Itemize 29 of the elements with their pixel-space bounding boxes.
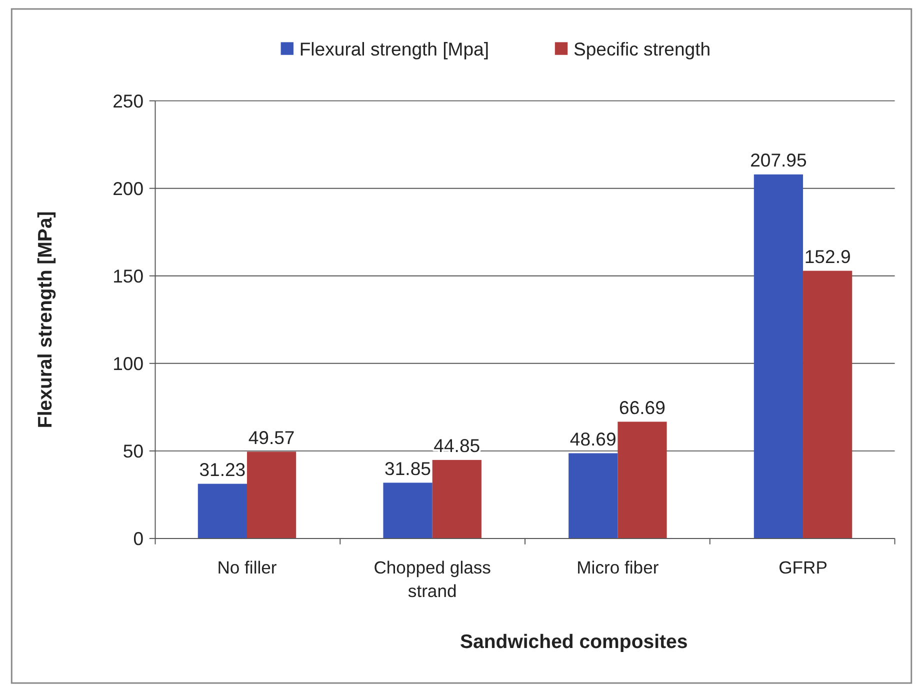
y-tick-label: 0 [133,528,144,549]
bar [432,460,482,538]
bar [246,452,296,538]
bar [198,484,247,538]
data-label: 31.23 [199,458,246,480]
bar [803,270,852,538]
y-tick-label: 250 [112,90,144,112]
bar [754,174,804,538]
y-tick-label: 50 [122,440,144,462]
legend-label: Flexural strength [Mpa] [299,38,490,60]
bar [618,422,667,538]
data-label: 152.9 [804,246,851,267]
data-label: 66.69 [619,396,666,418]
data-label: 31.85 [384,458,431,479]
x-axis-title: Sandwiched composites [460,630,688,653]
bar [383,482,432,538]
y-axis-title: Flexural strength [MPa] [34,211,57,428]
data-label: 49.57 [248,426,295,448]
data-label: 48.69 [570,428,616,450]
y-tick-label: 150 [112,265,144,286]
legend-label: Specific strength [573,38,711,60]
data-label: 207.95 [750,150,807,171]
x-tick-label: Chopped glass strand [374,558,492,602]
x-tick-label: No filler [217,558,277,578]
y-tick-label: 200 [112,178,144,199]
x-tick-label: Micro fiber [576,558,659,578]
x-tick-label: GFRP [778,558,828,578]
y-tick-label: 100 [112,352,144,374]
bar [568,453,618,538]
